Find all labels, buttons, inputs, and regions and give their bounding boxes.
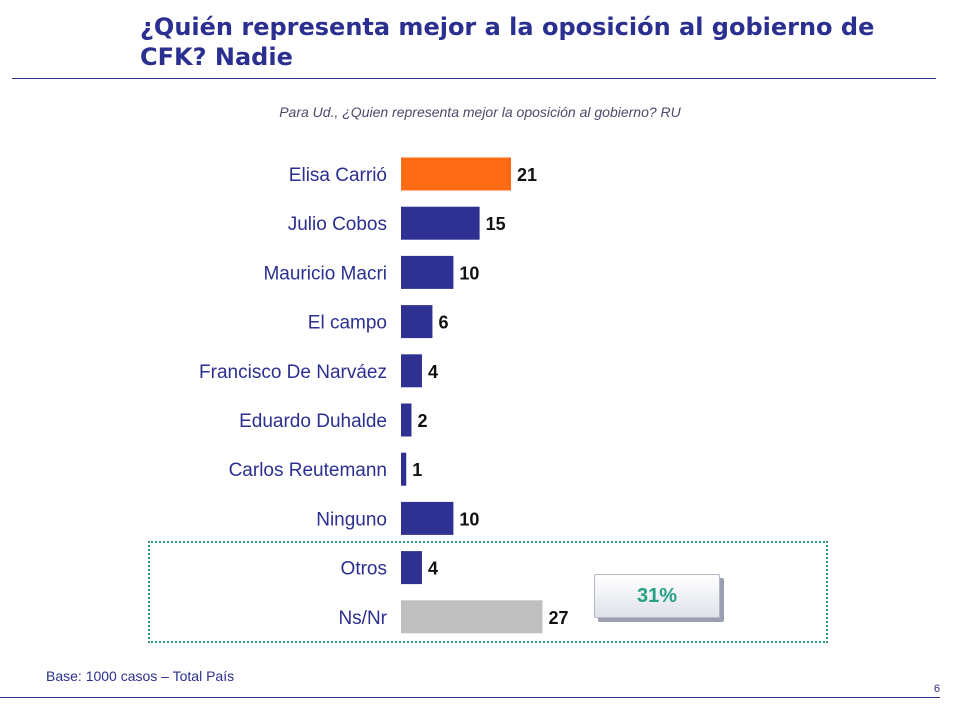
bar-eduardo-duhalde bbox=[401, 403, 412, 437]
bar-label-otros: Otros bbox=[341, 559, 387, 580]
bar-label-francisco-de-narvaez: Francisco De Narváez bbox=[199, 362, 387, 383]
bar-value-otros: 4 bbox=[428, 559, 438, 579]
bar-el-campo bbox=[401, 305, 433, 339]
footer-divider bbox=[0, 697, 940, 698]
bar-ninguno bbox=[401, 501, 454, 535]
bar-label-ns-nr: Ns/Nr bbox=[338, 608, 387, 629]
bar-label-eduardo-duhalde: Eduardo Duhalde bbox=[239, 411, 387, 432]
otros-nsnr-group-box bbox=[148, 541, 828, 643]
bar-label-ninguno: Ninguno bbox=[316, 509, 387, 530]
bar-value-elisa-carrio: 21 bbox=[517, 165, 537, 185]
chart-subtitle: Para Ud., ¿Quien representa mejor la opo… bbox=[279, 104, 681, 120]
bar-francisco-de-narvaez bbox=[401, 354, 422, 388]
bar-label-el-campo: El campo bbox=[308, 313, 387, 334]
bar-value-julio-cobos: 15 bbox=[486, 214, 506, 234]
title-divider bbox=[12, 78, 936, 79]
bar-carlos-reutemann bbox=[401, 452, 407, 486]
bar-value-ns-nr: 27 bbox=[548, 608, 568, 628]
bar-label-carlos-reutemann: Carlos Reutemann bbox=[229, 460, 387, 481]
bar-elisa-carrio bbox=[401, 157, 512, 191]
bar-mauricio-macri bbox=[401, 255, 454, 289]
bar-julio-cobos bbox=[401, 206, 480, 240]
bar-label-julio-cobos: Julio Cobos bbox=[288, 214, 387, 235]
bar-value-eduardo-duhalde: 2 bbox=[417, 411, 427, 431]
bar-value-ninguno: 10 bbox=[459, 509, 479, 529]
bar-ns-nr bbox=[401, 600, 543, 634]
bar-label-elisa-carrio: Elisa Carrió bbox=[289, 165, 387, 186]
bar-value-francisco-de-narvaez: 4 bbox=[428, 362, 438, 382]
bar-otros bbox=[401, 551, 422, 585]
page-title: ¿Quién representa mejor a la oposición a… bbox=[140, 13, 875, 71]
page-number: 6 bbox=[933, 683, 940, 695]
bar-label-mauricio-macri: Mauricio Macri bbox=[263, 263, 387, 284]
bar-value-mauricio-macri: 10 bbox=[459, 263, 479, 283]
bar-value-carlos-reutemann: 1 bbox=[412, 460, 422, 480]
bar-value-el-campo: 6 bbox=[438, 313, 448, 333]
combined-percentage-callout: 31% bbox=[594, 574, 720, 618]
base-footnote: Base: 1000 casos – Total País bbox=[46, 668, 235, 684]
